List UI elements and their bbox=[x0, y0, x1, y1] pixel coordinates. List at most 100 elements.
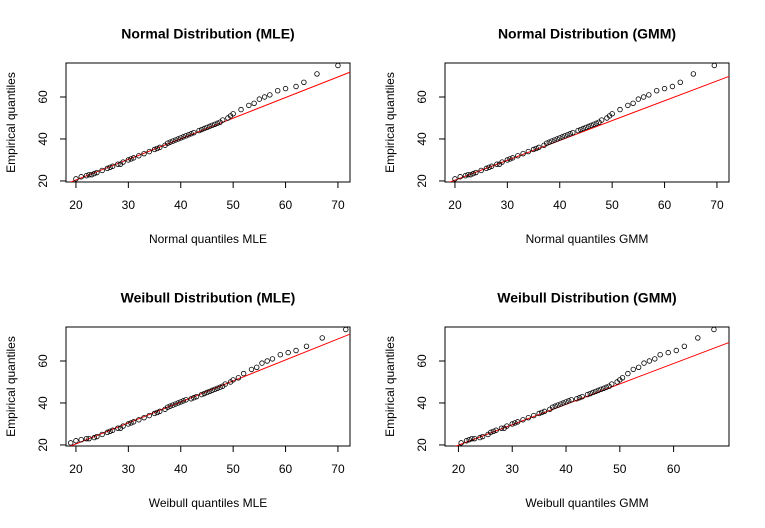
data-point bbox=[619, 375, 626, 381]
data-point bbox=[609, 111, 615, 117]
y-tick-label: 40 bbox=[36, 132, 50, 146]
x-tick-label: 40 bbox=[553, 198, 567, 212]
data-point bbox=[240, 370, 247, 377]
data-point bbox=[107, 428, 113, 435]
data-point bbox=[120, 423, 126, 429]
data-point bbox=[567, 131, 573, 137]
data-point bbox=[478, 167, 484, 174]
data-point bbox=[170, 402, 176, 408]
data-point bbox=[458, 440, 464, 446]
data-point bbox=[115, 161, 121, 167]
data-point bbox=[230, 111, 236, 117]
data-point bbox=[630, 100, 636, 106]
data-point bbox=[238, 106, 244, 113]
x-tick-label: 30 bbox=[501, 198, 515, 212]
data-point bbox=[462, 173, 469, 179]
data-point bbox=[493, 427, 499, 433]
data-point bbox=[574, 396, 580, 402]
data-point bbox=[301, 79, 307, 86]
reference-line bbox=[454, 341, 729, 446]
data-point bbox=[570, 129, 576, 136]
data-point bbox=[681, 343, 688, 350]
data-point bbox=[128, 156, 134, 162]
x-tick-label: 20 bbox=[448, 198, 462, 212]
y-tick-label: 20 bbox=[36, 174, 50, 188]
data-point bbox=[677, 79, 683, 86]
y-tick-label: 40 bbox=[415, 396, 429, 410]
data-point bbox=[477, 434, 483, 441]
data-point bbox=[630, 366, 636, 373]
data-point bbox=[646, 92, 652, 98]
data-point bbox=[293, 83, 299, 90]
data-point bbox=[209, 387, 215, 394]
data-point bbox=[536, 144, 542, 151]
data-point bbox=[120, 159, 126, 165]
data-point bbox=[206, 123, 213, 130]
data-point bbox=[579, 393, 585, 400]
panel-title: Weibull Distribution (GMM) bbox=[497, 290, 676, 306]
x-axis-label: Weibull quantiles MLE bbox=[149, 496, 268, 510]
x-tick-label: 30 bbox=[506, 462, 520, 476]
data-point bbox=[154, 145, 160, 152]
data-point bbox=[635, 96, 642, 102]
x-axis-label: Weibull quantiles GMM bbox=[525, 496, 648, 510]
data-point bbox=[191, 129, 197, 136]
data-point bbox=[99, 167, 105, 174]
plot-box bbox=[65, 62, 351, 183]
data-point bbox=[530, 146, 537, 153]
panel-title: Normal Distribution (MLE) bbox=[121, 26, 294, 42]
data-point bbox=[193, 393, 200, 400]
data-point bbox=[91, 170, 97, 177]
y-axis-label: Empirical quantiles bbox=[383, 336, 397, 437]
data-point bbox=[552, 403, 558, 409]
data-point bbox=[107, 164, 113, 171]
data-point bbox=[141, 414, 147, 421]
data-point bbox=[695, 335, 701, 341]
data-point bbox=[661, 85, 668, 92]
data-point bbox=[488, 163, 495, 169]
data-point bbox=[246, 102, 252, 109]
x-tick-label: 20 bbox=[452, 462, 466, 476]
data-point bbox=[587, 390, 593, 397]
data-point bbox=[584, 391, 591, 398]
data-point bbox=[343, 326, 349, 333]
data-point bbox=[488, 429, 494, 436]
y-tick-label: 20 bbox=[36, 438, 50, 452]
data-point bbox=[652, 356, 658, 362]
data-point bbox=[609, 381, 615, 387]
data-point bbox=[235, 375, 242, 381]
data-point bbox=[562, 133, 568, 139]
data-point bbox=[494, 161, 500, 167]
data-point bbox=[219, 117, 226, 123]
data-point bbox=[319, 335, 325, 341]
x-tick-label: 20 bbox=[69, 198, 83, 212]
data-point bbox=[583, 124, 589, 131]
data-point bbox=[130, 419, 137, 425]
data-point bbox=[466, 437, 472, 443]
data-point bbox=[125, 157, 132, 163]
data-point bbox=[598, 117, 605, 123]
data-point bbox=[204, 124, 210, 131]
data-point bbox=[128, 420, 134, 426]
data-point bbox=[499, 159, 505, 165]
data-point bbox=[230, 377, 236, 383]
y-axis-label: Empirical quantiles bbox=[383, 72, 397, 173]
data-point bbox=[580, 125, 587, 132]
data-point bbox=[94, 169, 100, 176]
x-tick-label: 40 bbox=[174, 198, 188, 212]
data-point bbox=[711, 62, 718, 69]
data-point bbox=[178, 399, 184, 405]
y-axis-label: Empirical quantiles bbox=[4, 336, 18, 437]
data-point bbox=[452, 176, 458, 182]
data-point bbox=[554, 136, 560, 142]
data-point bbox=[157, 408, 163, 415]
data-point bbox=[509, 155, 516, 161]
data-point bbox=[711, 326, 717, 333]
data-point bbox=[543, 140, 550, 146]
data-point bbox=[473, 169, 479, 176]
data-point bbox=[277, 352, 284, 358]
data-point bbox=[251, 100, 257, 106]
y-tick-label: 60 bbox=[415, 90, 429, 104]
data-point bbox=[555, 402, 561, 408]
data-point bbox=[172, 137, 179, 143]
